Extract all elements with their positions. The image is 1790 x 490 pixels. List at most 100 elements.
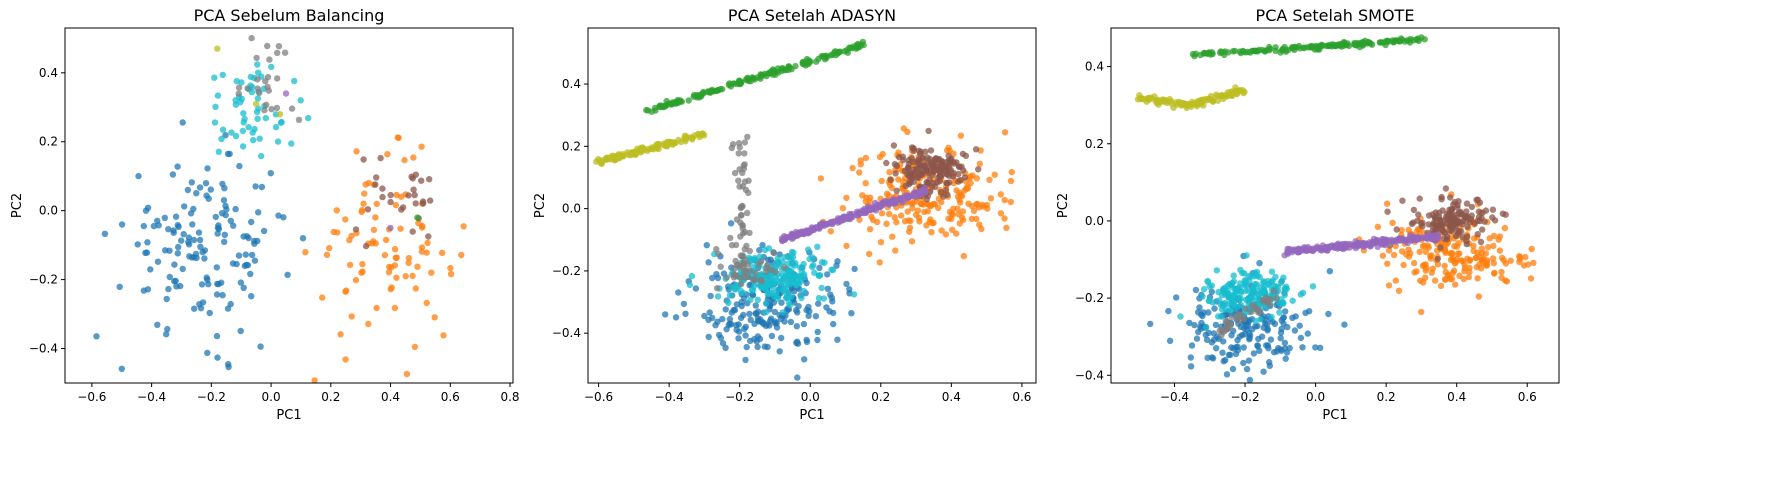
data-point-c1	[393, 274, 400, 281]
data-point-c0	[205, 195, 212, 202]
data-point-c0	[221, 231, 228, 238]
data-point-c0	[219, 292, 226, 299]
data-point-c4	[1454, 204, 1461, 211]
data-point-c0	[207, 186, 214, 193]
data-point-c7	[1204, 277, 1211, 285]
data-point-c4	[947, 156, 954, 164]
data-point-c0	[1187, 354, 1195, 361]
data-point-c7	[850, 291, 858, 298]
data-point-c0	[172, 213, 180, 220]
data-point-c1	[1400, 261, 1407, 269]
data-point-c2	[1393, 37, 1401, 44]
data-point-c1	[415, 219, 422, 227]
data-point-c5	[732, 257, 739, 265]
data-point-c7	[820, 295, 828, 302]
data-point-c1	[412, 285, 419, 292]
data-point-c1	[849, 164, 856, 172]
data-point-c5	[1218, 332, 1225, 339]
x-tick-label: 0.0	[1306, 390, 1325, 404]
data-point-c4	[364, 206, 372, 213]
data-point-c1	[342, 216, 349, 223]
axes-frame	[1110, 27, 1560, 384]
data-point-c0	[193, 190, 200, 197]
data-point-c0	[781, 318, 788, 325]
data-point-c1	[895, 176, 902, 183]
data-point-c0	[1255, 335, 1262, 343]
data-point-c0	[172, 277, 179, 285]
data-point-c4	[412, 200, 419, 207]
data-point-c5	[746, 229, 753, 237]
data-point-c2	[1364, 40, 1371, 47]
data-point-c1	[391, 246, 399, 253]
data-point-c0	[1237, 323, 1245, 331]
data-point-c6	[681, 135, 688, 142]
data-point-c4	[883, 159, 890, 167]
data-point-c3	[1318, 247, 1325, 254]
data-point-c0	[236, 162, 243, 170]
data-point-c0	[267, 170, 274, 177]
data-point-c1	[817, 175, 825, 182]
data-point-c4	[893, 187, 900, 194]
data-point-c5	[1270, 288, 1278, 295]
data-point-c4	[1419, 219, 1426, 227]
data-point-c0	[179, 265, 186, 273]
data-point-c0	[701, 312, 708, 320]
data-point-c1	[1489, 255, 1497, 262]
data-point-c7	[796, 264, 804, 271]
data-point-c1	[440, 332, 447, 339]
data-point-c0	[1234, 337, 1241, 344]
data-point-c1	[867, 194, 874, 201]
data-point-c0	[169, 171, 177, 178]
data-point-c5	[739, 225, 746, 232]
data-point-c7	[1281, 291, 1289, 299]
data-point-c0	[1317, 344, 1324, 351]
data-point-c4	[387, 191, 394, 199]
data-point-c5	[736, 183, 743, 190]
data-point-c3	[282, 90, 290, 97]
data-point-c0	[800, 320, 808, 328]
data-point-c0	[187, 210, 195, 217]
data-point-c7	[774, 255, 781, 262]
data-point-c3	[1285, 249, 1292, 256]
data-point-c0	[144, 286, 152, 293]
data-point-c4	[399, 204, 407, 211]
data-point-c0	[754, 343, 761, 351]
data-point-c0	[1223, 371, 1231, 378]
data-point-c0	[237, 279, 245, 286]
data-point-c3	[1309, 247, 1317, 255]
data-point-c0	[230, 222, 237, 229]
data-point-c1	[342, 356, 349, 363]
data-point-c0	[134, 241, 141, 248]
data-point-c5	[1267, 301, 1274, 308]
data-point-c0	[793, 339, 800, 347]
data-point-c0	[824, 271, 831, 278]
data-point-c2	[1328, 43, 1336, 50]
data-point-c3	[1388, 236, 1395, 243]
data-point-c1	[1524, 261, 1532, 268]
data-point-c0	[742, 356, 749, 364]
data-point-c0	[155, 222, 162, 229]
data-point-c7	[762, 300, 770, 307]
data-point-c1	[866, 226, 874, 233]
y-axis-ticks: −0.4 −0.2 0.0 0.2 0.4	[1075, 60, 1111, 382]
y-tick-label: 0.2	[39, 135, 58, 149]
x-axis-ticks: −0.6 −0.4 −0.2 0.0 0.2 0.4 0.6	[584, 383, 1031, 404]
data-point-c4	[942, 186, 950, 194]
data-point-c4	[1451, 198, 1459, 206]
data-point-c1	[953, 230, 960, 237]
data-point-c7	[219, 71, 226, 79]
data-point-c0	[812, 313, 820, 320]
data-point-c3	[1299, 247, 1306, 254]
data-point-c0	[1208, 339, 1216, 346]
x-tick-label: −0.4	[1160, 390, 1189, 404]
data-point-c1	[1454, 250, 1462, 257]
data-point-c5	[274, 75, 281, 82]
data-point-c7	[305, 114, 312, 122]
data-point-c7	[1229, 298, 1236, 305]
data-point-c0	[220, 197, 228, 204]
data-point-c0	[161, 214, 168, 221]
data-point-c4	[1416, 195, 1423, 202]
data-point-c0	[1202, 331, 1210, 338]
data-point-c4	[1415, 211, 1422, 218]
